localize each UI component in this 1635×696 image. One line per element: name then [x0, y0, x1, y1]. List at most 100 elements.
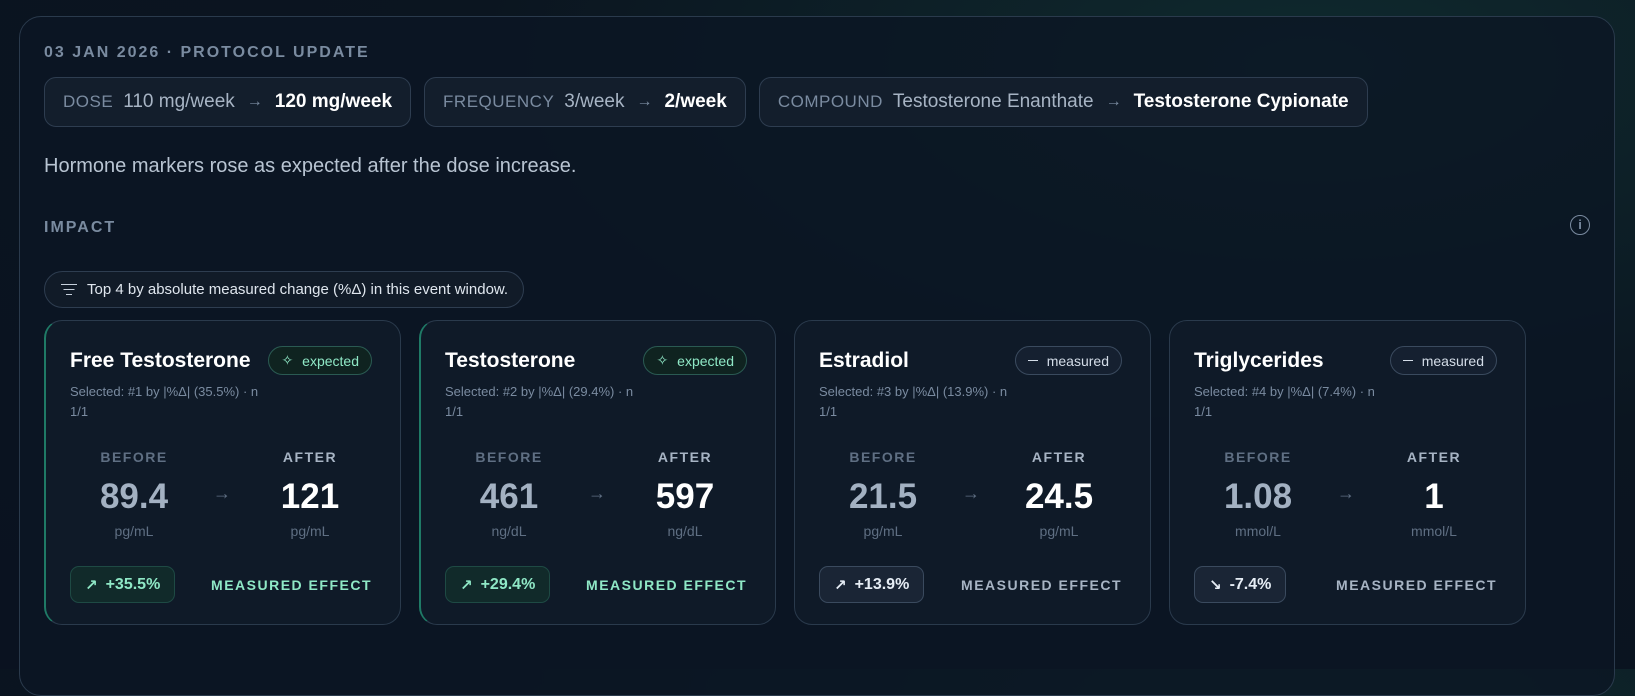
before-column: BEFORE 21.5 pg/mL [813, 449, 953, 539]
after-column: AFTER 597 ng/dL [615, 449, 755, 539]
chip-label: COMPOUND [777, 92, 883, 111]
before-label: BEFORE [100, 449, 168, 465]
after-value: 121 [280, 477, 340, 516]
chip-from-value: Testosterone Enanthate [892, 91, 1094, 112]
delta-badge: ↘ -7.4% [1194, 566, 1287, 603]
filter-text: Top 4 by absolute measured change (%Δ) i… [87, 281, 509, 298]
after-unit: pg/mL [1039, 523, 1079, 539]
measured-effect-label: MEASURED EFFECT [586, 577, 747, 593]
arrow-right-icon: → [636, 93, 653, 110]
delta-value: +29.4% [480, 575, 536, 593]
delta-badge: ↗ +13.9% [819, 566, 925, 603]
arrow-right-icon: → [588, 483, 606, 503]
before-column: BEFORE 89.4 pg/mL [64, 449, 204, 539]
selection-meta: Selected: #1 by |%Δ| (35.5%) · n 1/1 [70, 384, 259, 419]
before-label: BEFORE [1224, 449, 1292, 465]
filter-icon [61, 283, 77, 296]
delta-value: -7.4% [1229, 575, 1272, 593]
arrow-right-icon: → [246, 93, 263, 110]
after-unit: ng/dL [667, 523, 703, 539]
chip-to-value: Testosterone Cypionate [1133, 91, 1349, 112]
delta-value: +35.5% [105, 575, 161, 593]
chip-label: DOSE [63, 92, 114, 111]
after-column: AFTER 1 mmol/L [1364, 449, 1504, 539]
event-date-header: 03 JAN 2026 · PROTOCOL UPDATE [44, 44, 370, 61]
marker-card-estradiol[interactable]: Estradiol measured Selected: #3 by |%Δ| … [794, 320, 1151, 625]
trending-up-icon: ↗ [834, 576, 847, 594]
trending-up-icon: ↗ [85, 576, 98, 594]
selection-meta: Selected: #4 by |%Δ| (7.4%) · n 1/1 [1194, 384, 1375, 419]
minus-icon [1027, 359, 1038, 362]
arrow-right-icon: → [213, 483, 231, 503]
compound-change-chip: COMPOUND Testosterone Enanthate → Testos… [758, 77, 1368, 127]
after-label: AFTER [1031, 449, 1087, 465]
delta-badge: ↗ +29.4% [445, 566, 551, 603]
selection-meta: Selected: #3 by |%Δ| (13.9%) · n 1/1 [819, 384, 1008, 419]
sparkle-icon: ✧ [656, 352, 669, 368]
filter-description-pill[interactable]: Top 4 by absolute measured change (%Δ) i… [44, 271, 525, 308]
after-unit: pg/mL [290, 523, 330, 539]
before-value: 461 [479, 477, 539, 516]
minus-icon [1402, 359, 1413, 362]
after-column: AFTER 121 pg/mL [240, 449, 380, 539]
after-value: 1 [1424, 477, 1444, 516]
trending-up-icon: ↗ [460, 576, 473, 594]
impact-cards: Free Testosterone ✧ expected Selected: #… [44, 320, 1526, 625]
dose-change-chip: DOSE 110 mg/week → 120 mg/week [44, 77, 412, 127]
measured-effect-label: MEASURED EFFECT [1336, 577, 1497, 593]
before-value: 89.4 [99, 477, 169, 516]
expected-badge: ✧ expected [268, 346, 372, 375]
marker-title: Testosterone [445, 349, 576, 372]
before-unit: mmol/L [1235, 523, 1281, 539]
impact-heading: IMPACT [44, 219, 117, 236]
before-unit: pg/mL [863, 523, 903, 539]
arrow-right-icon: → [1337, 483, 1355, 503]
chip-to-value: 120 mg/week [274, 91, 393, 112]
before-column: BEFORE 461 ng/dL [439, 449, 579, 539]
info-icon[interactable]: i [1570, 215, 1590, 235]
event-summary: Hormone markers rose as expected after t… [44, 155, 577, 177]
arrow-right-icon: → [1105, 93, 1122, 110]
chip-from-value: 3/week [564, 91, 625, 112]
after-column: AFTER 24.5 pg/mL [989, 449, 1129, 539]
after-value: 24.5 [1024, 477, 1094, 516]
badge-label: measured [1046, 352, 1109, 369]
measured-effect-label: MEASURED EFFECT [961, 577, 1122, 593]
expected-badge: ✧ expected [643, 346, 747, 375]
arrow-right-icon: → [962, 483, 980, 503]
before-label: BEFORE [475, 449, 543, 465]
measured-effect-label: MEASURED EFFECT [211, 577, 372, 593]
after-unit: mmol/L [1411, 523, 1457, 539]
badge-label: expected [677, 352, 734, 369]
selection-meta: Selected: #2 by |%Δ| (29.4%) · n 1/1 [445, 384, 634, 419]
after-value: 597 [655, 477, 715, 516]
measured-badge: measured [1389, 346, 1497, 375]
after-label: AFTER [1406, 449, 1462, 465]
sparkle-icon: ✧ [281, 352, 294, 368]
trending-down-icon: ↘ [1209, 576, 1222, 594]
before-value: 21.5 [848, 477, 918, 516]
chip-label: FREQUENCY [443, 92, 555, 111]
delta-value: +13.9% [854, 575, 910, 593]
protocol-update-panel: 03 JAN 2026 · PROTOCOL UPDATE DOSE 110 m… [19, 16, 1615, 696]
change-chips: DOSE 110 mg/week → 120 mg/week FREQUENCY… [44, 77, 1368, 127]
badge-label: measured [1421, 352, 1484, 369]
chip-from-value: 110 mg/week [123, 91, 235, 112]
before-unit: pg/mL [114, 523, 154, 539]
marker-card-testosterone[interactable]: Testosterone ✧ expected Selected: #2 by … [419, 320, 776, 625]
marker-card-triglycerides[interactable]: Triglycerides measured Selected: #4 by |… [1169, 320, 1526, 625]
before-column: BEFORE 1.08 mmol/L [1188, 449, 1328, 539]
marker-title: Estradiol [819, 349, 909, 372]
marker-card-free-testosterone[interactable]: Free Testosterone ✧ expected Selected: #… [44, 320, 401, 625]
marker-title: Free Testosterone [70, 349, 251, 372]
after-label: AFTER [657, 449, 713, 465]
before-label: BEFORE [849, 449, 917, 465]
before-unit: ng/dL [491, 523, 527, 539]
before-value: 1.08 [1223, 477, 1293, 516]
badge-label: expected [302, 352, 359, 369]
measured-badge: measured [1014, 346, 1122, 375]
frequency-change-chip: FREQUENCY 3/week → 2/week [424, 77, 746, 127]
chip-to-value: 2/week [664, 91, 727, 112]
delta-badge: ↗ +35.5% [70, 566, 176, 603]
after-label: AFTER [282, 449, 338, 465]
